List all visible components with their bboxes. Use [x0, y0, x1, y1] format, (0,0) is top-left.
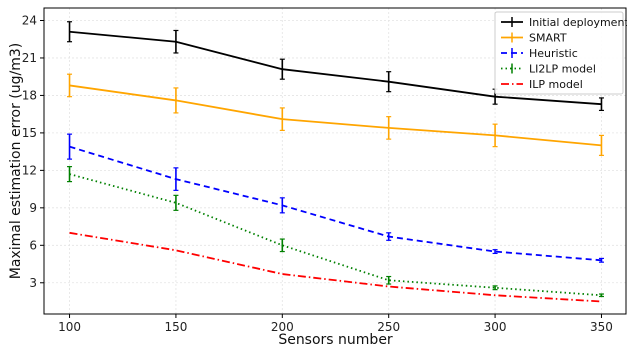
legend-label: ILP model	[529, 78, 583, 91]
x-tick-label: 350	[590, 320, 613, 334]
y-axis-title: Maximal estimation error (ug/m3)	[8, 43, 24, 279]
series-line	[69, 84, 602, 147]
x-tick-label: 150	[164, 320, 187, 334]
plot-series	[67, 21, 604, 303]
legend-box	[494, 11, 624, 95]
series-smart	[67, 73, 604, 156]
series-ilp-model	[69, 231, 602, 303]
y-tick-label: 6	[29, 238, 37, 252]
y-tick-label: 15	[22, 126, 37, 140]
series-li2lp-model	[67, 166, 604, 298]
legend-item: ILP model	[501, 78, 583, 91]
y-tick-label: 12	[22, 163, 37, 177]
y-tick-label: 21	[22, 51, 37, 65]
series-line	[69, 30, 602, 106]
legend-item: SMART	[501, 32, 567, 45]
y-tick-label: 24	[22, 13, 37, 27]
x-tick-label: 250	[377, 320, 400, 334]
x-tick-label: 200	[271, 320, 294, 334]
legend-label: Initial deployment	[529, 16, 627, 29]
legend-item: Initial deployment	[501, 16, 627, 29]
axis-ticks: 100 150 200 250 300 350 3 6 9 12 15 18 21 24	[22, 13, 613, 334]
series-initial-deployment	[67, 21, 604, 112]
x-axis-title: Sensors number	[278, 332, 393, 346]
plot-frame	[43, 7, 627, 315]
y-tick-label: 3	[29, 276, 37, 290]
legend: Initial deployment SMART Heuristic LI2LP mo…	[494, 11, 627, 95]
series-line	[69, 145, 602, 262]
x-tick-label: 100	[58, 320, 81, 334]
series-line	[69, 231, 602, 303]
legend-label: Heuristic	[529, 47, 578, 60]
y-tick-label: 9	[29, 201, 37, 215]
legend-item: Heuristic	[501, 47, 578, 60]
legend-item: LI2LP model	[501, 63, 596, 76]
y-tick-label: 18	[22, 88, 37, 102]
series-heuristic	[67, 133, 604, 263]
legend-label: LI2LP model	[529, 63, 596, 76]
x-tick-label: 300	[484, 320, 507, 334]
legend-label: SMART	[529, 32, 567, 45]
